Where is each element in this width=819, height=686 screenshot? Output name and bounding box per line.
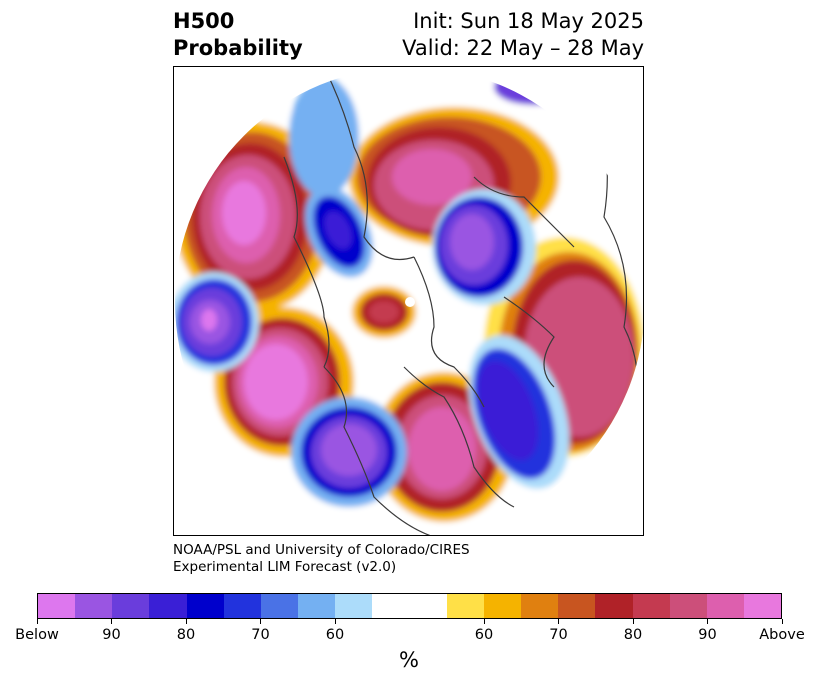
- colorbar-swatch: [335, 594, 373, 618]
- colorbar-swatch: [483, 594, 522, 618]
- colorbar-swatch: [446, 594, 484, 618]
- colorbar-swatch: [706, 594, 744, 618]
- colorbar-tick-label: Below: [15, 627, 59, 643]
- colorbar-tick-mark: [185, 619, 187, 624]
- probability-field: [175, 67, 643, 535]
- colorbar-unit: %: [399, 648, 419, 672]
- colorbar-tick-mark: [483, 619, 485, 624]
- colorbar-tick-mark: [334, 619, 336, 624]
- colorbar-tick-label: 90: [102, 627, 121, 643]
- colorbar-swatch: [260, 594, 299, 618]
- colorbar-tick-mark: [781, 619, 783, 624]
- colorbar-swatch: [372, 594, 410, 618]
- colorbar-tick-mark: [707, 619, 708, 624]
- credit-line-2: Experimental LIM Forecast (v2.0): [173, 559, 397, 575]
- colorbar-swatch: [743, 594, 782, 618]
- colorbar-tick-mark: [632, 619, 634, 624]
- colorbar-tick-label: 80: [623, 627, 643, 643]
- colorbar: [37, 593, 782, 619]
- colorbar-swatch: [558, 594, 596, 618]
- colorbar-tick-label: 90: [698, 627, 717, 643]
- colorbar-tick-mark: [558, 619, 559, 624]
- polar-map: [173, 66, 644, 536]
- colorbar-swatch: [112, 594, 150, 618]
- colorbar-tick-label: 60: [325, 627, 345, 643]
- colorbar-tick-label: 70: [251, 627, 270, 643]
- colorbar-tick-mark: [260, 619, 261, 624]
- colorbar-swatch: [186, 594, 224, 618]
- colorbar-swatch: [669, 594, 707, 618]
- colorbar-tick-mark: [36, 619, 38, 624]
- colorbar-tick-label: Above: [759, 627, 805, 643]
- colorbar-swatch: [149, 594, 187, 618]
- forecast-dates: Init: Sun 18 May 2025 Valid: 22 May – 28…: [402, 8, 644, 62]
- colorbar-swatch: [223, 594, 261, 618]
- colorbar-swatch: [75, 594, 113, 618]
- colorbar-tick-label: 80: [176, 627, 196, 643]
- pole-marker: [405, 297, 415, 307]
- colorbar-tick-mark: [111, 619, 112, 624]
- init-date: Init: Sun 18 May 2025: [413, 9, 644, 33]
- credit-text: NOAA/PSL and University of Colorado/CIRE…: [173, 542, 470, 576]
- title-type: Probability: [173, 36, 303, 60]
- colorbar-swatch: [595, 594, 633, 618]
- valid-range: Valid: 22 May – 28 May: [402, 36, 644, 60]
- colorbar-swatch: [298, 594, 336, 618]
- colorbar-swatch: [521, 594, 559, 618]
- colorbar-swatch: [632, 594, 670, 618]
- colorbar-tick-label: 70: [549, 627, 568, 643]
- colorbar-tick-label: 60: [474, 627, 494, 643]
- title-variable: H500: [173, 9, 235, 33]
- colorbar-swatch: [38, 594, 76, 618]
- credit-line-1: NOAA/PSL and University of Colorado/CIRE…: [173, 542, 470, 558]
- colorbar-swatch: [409, 594, 447, 618]
- map-title: H500 Probability: [173, 8, 303, 62]
